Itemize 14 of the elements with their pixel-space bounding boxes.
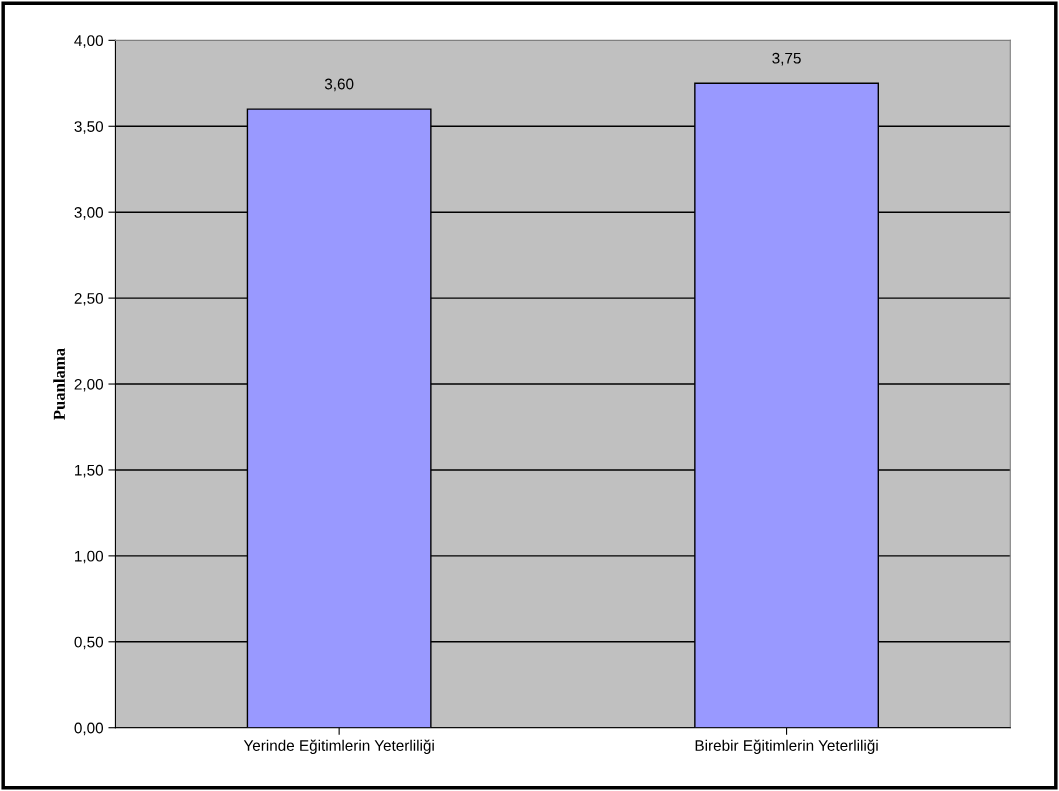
- y-tick-label: 3,50: [74, 121, 104, 134]
- y-tick-label: 0,00: [74, 722, 104, 736]
- y-tick-label: 2,00: [74, 378, 104, 392]
- y-tick-label: 1,50: [75, 464, 104, 478]
- x-tick-label: Birebir Eğitimlerin Yeterliliği: [695, 739, 878, 754]
- y-tick-label: 3,00: [74, 207, 104, 220]
- data-label: 3,60: [324, 78, 354, 92]
- y-tick-label: 1,00: [75, 550, 104, 564]
- y-axis-title: Puanlama: [53, 348, 65, 420]
- y-tick-label: 4,00: [74, 35, 104, 48]
- x-tick-label: Yerinde Eğitimlerin Yeterliliği: [243, 739, 434, 754]
- data-label: 3,75: [772, 52, 801, 66]
- y-tick-label: 0,50: [74, 636, 104, 650]
- y-tick-label: 2,50: [74, 292, 104, 306]
